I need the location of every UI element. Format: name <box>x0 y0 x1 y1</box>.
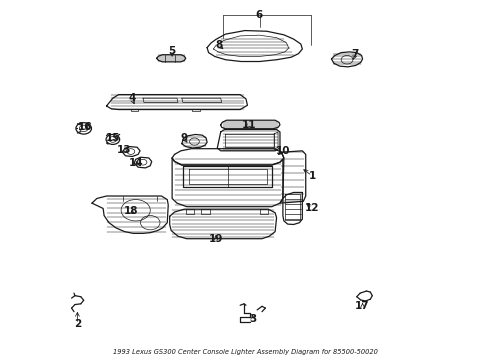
Text: 7: 7 <box>352 49 359 59</box>
Text: 17: 17 <box>355 301 370 311</box>
Text: 5: 5 <box>169 46 176 56</box>
Text: 6: 6 <box>255 9 262 19</box>
Text: 13: 13 <box>117 145 132 155</box>
Text: 3: 3 <box>249 315 256 324</box>
Text: 14: 14 <box>128 158 143 168</box>
Text: 12: 12 <box>305 203 319 213</box>
Text: 8: 8 <box>216 40 223 50</box>
Text: 10: 10 <box>276 146 290 156</box>
Text: 2: 2 <box>74 319 81 329</box>
Text: 15: 15 <box>106 133 120 143</box>
Text: 1993 Lexus GS300 Center Console Lighter Assembly Diagram for 85500-50020: 1993 Lexus GS300 Center Console Lighter … <box>113 348 377 355</box>
Text: 11: 11 <box>242 120 256 130</box>
Text: 18: 18 <box>123 206 138 216</box>
Text: 4: 4 <box>128 93 136 103</box>
Text: 1: 1 <box>308 171 316 181</box>
Text: 9: 9 <box>181 133 188 143</box>
Text: 19: 19 <box>209 234 223 244</box>
Text: 16: 16 <box>77 122 92 132</box>
